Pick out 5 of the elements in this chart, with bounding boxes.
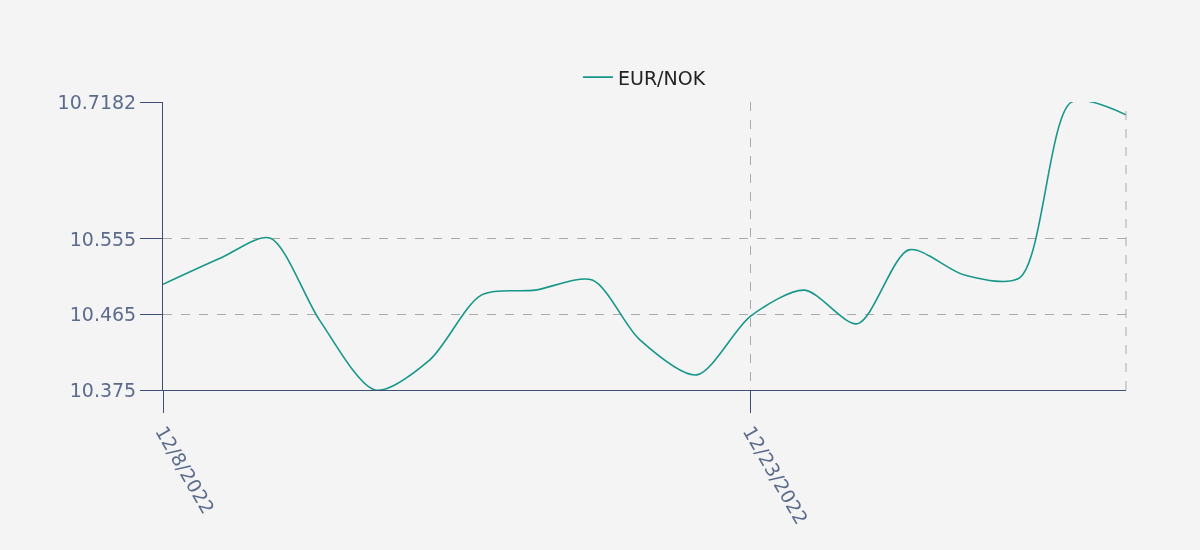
y-tick-label: 10.465 [69,303,137,326]
y-tick-label: 10.7182 [57,90,137,113]
y-tick-label: 10.375 [69,378,137,401]
legend-label: EUR/NOK [618,66,706,89]
y-tick-label: 10.555 [69,227,137,250]
